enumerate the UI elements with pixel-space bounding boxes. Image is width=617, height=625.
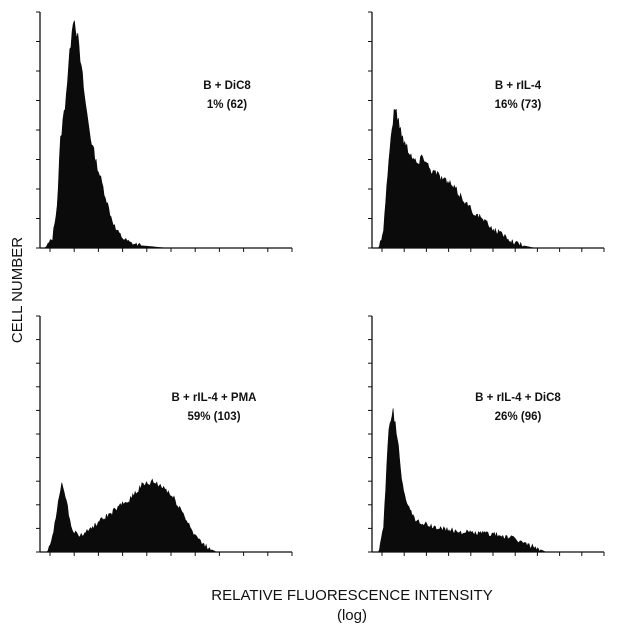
panel-label-line1: B + rIL-4 + DiC8: [475, 392, 561, 404]
x-ticks: [49, 552, 293, 556]
y-axis-title: CELL NUMBER: [9, 237, 26, 343]
histogram-area: [372, 108, 604, 249]
panel-label-line2: 16% (73): [495, 99, 542, 111]
histogram-area: [40, 478, 292, 553]
x-ticks: [381, 248, 605, 252]
panel-label-line1: B + rIL-4 + PMA: [172, 392, 257, 404]
y-ticks: [368, 315, 372, 553]
histogram-area: [372, 408, 604, 553]
x-ticks: [381, 552, 605, 556]
panel-label-line1: B + DiC8: [203, 80, 251, 92]
panel-label-line2: 1% (62): [207, 99, 247, 111]
y-ticks: [36, 315, 40, 553]
panel-label-line2: 59% (103): [187, 411, 240, 423]
histogram-area: [40, 20, 292, 249]
panel-top-right: B + rIL-4 16% (73): [368, 11, 605, 252]
panel-label-line1: B + rIL-4: [495, 80, 542, 92]
panel-bottom-right: B + rIL-4 + DiC8 26% (96): [368, 315, 605, 556]
x-axis-subtitle: (log): [337, 607, 367, 624]
x-ticks: [49, 248, 293, 252]
y-ticks: [368, 11, 372, 249]
panel-label-line2: 26% (96): [495, 411, 542, 423]
panel-top-left: B + DiC8 1% (62): [36, 11, 293, 252]
y-ticks: [36, 11, 40, 249]
x-axis-title: RELATIVE FLUORESCENCE INTENSITY: [211, 587, 492, 604]
panel-bottom-left: B + rIL-4 + PMA 59% (103): [36, 315, 293, 556]
